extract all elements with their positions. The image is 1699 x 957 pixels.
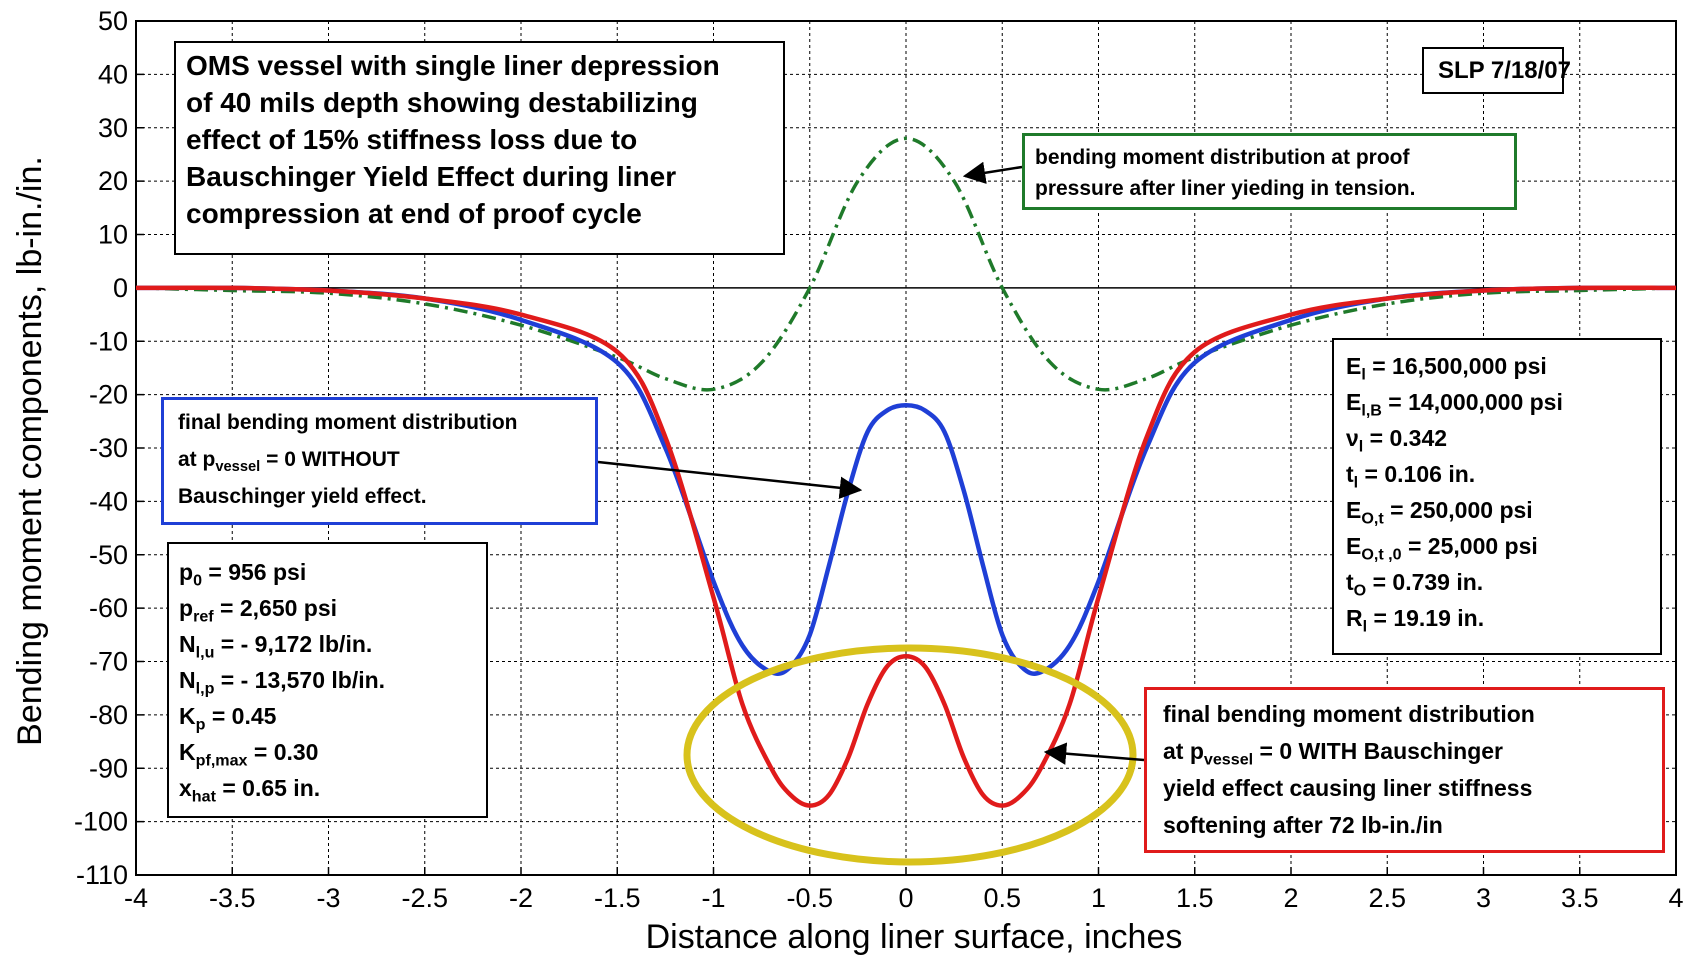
x-tick-label: -2 [509, 883, 533, 913]
x-tick-label: -1.5 [594, 883, 641, 913]
y-tick-label: 50 [98, 6, 128, 36]
x-tick-label: 1.5 [1176, 883, 1214, 913]
y-tick-label: 20 [98, 166, 128, 196]
y-tick-label: -60 [89, 593, 128, 623]
y-tick-label: -40 [89, 486, 128, 516]
title-line: compression at end of proof cycle [186, 198, 642, 229]
y-tick-label: -10 [89, 326, 128, 356]
param-row: Nl,p = - 13,570 lb/in. [179, 667, 386, 698]
with-bauschinger-annotation: final bending moment distribution at pve… [1144, 687, 1665, 853]
x-tick-label: 3.5 [1561, 883, 1599, 913]
title-line: Bauschinger Yield Effect during liner [186, 161, 677, 192]
x-tick-label: -3 [316, 883, 340, 913]
title-annotation: OMS vessel with single liner depression … [174, 41, 785, 255]
y-tick-label: 40 [98, 59, 128, 89]
param-row: Kpf,max = 0.30 [179, 739, 319, 770]
y-tick-label: -50 [89, 540, 128, 570]
title-line: effect of 15% stiffness loss due to [186, 124, 638, 155]
red-line: at pvessel = 0 WITH Bauschinger [1163, 738, 1503, 769]
x-tick-label: 3 [1476, 883, 1491, 913]
y-tick-label: 0 [113, 273, 128, 303]
material-row: νl = 0.342 [1346, 425, 1448, 456]
y-tick-label: 30 [98, 113, 128, 143]
y-tick-label: 10 [98, 220, 128, 250]
x-tick-label: -1 [701, 883, 725, 913]
y-axis-label: Bending moment components, lb-in./in. [11, 156, 49, 746]
material-row: El = 16,500,000 psi [1346, 353, 1547, 384]
x-tick-label: 2 [1283, 883, 1298, 913]
x-tick-label: -2.5 [401, 883, 448, 913]
x-axis-label: Distance along liner surface, inches [646, 918, 1183, 956]
y-tick-label: -80 [89, 700, 128, 730]
axes [135, 20, 1677, 876]
x-tick-label: -4 [124, 883, 148, 913]
y-tick-label: -100 [74, 807, 128, 837]
red-line: yield effect causing liner stiffness [1163, 775, 1533, 801]
plot-frame [135, 20, 1677, 876]
param-row: Kp = 0.45 [179, 703, 277, 734]
param-row: Nl,u = - 9,172 lb/in. [179, 631, 373, 662]
y-tick-label: -20 [89, 380, 128, 410]
red-line: softening after 72 lb-in./in [1163, 812, 1443, 838]
red-arrow [1043, 742, 1145, 765]
y-tick-label: -90 [89, 753, 128, 783]
proof-arrow [962, 161, 1023, 184]
without-bauschinger-annotation: final bending moment distribution at pve… [161, 397, 598, 525]
proof-pressure-annotation: bending moment distribution at proof pre… [1022, 133, 1517, 210]
material-row: EO,t ,0 = 25,000 psi [1346, 533, 1538, 564]
title-line: of 40 mils depth showing destabilizing [186, 87, 698, 118]
param-row: pref = 2,650 psi [179, 595, 338, 626]
red-line: final bending moment distribution [1163, 701, 1535, 727]
blue-line: at pvessel = 0 WITHOUT [178, 448, 400, 476]
title-line: OMS vessel with single liner depression [186, 50, 720, 81]
with-bauschinger-series [135, 285, 1677, 808]
y-tick-label: -110 [76, 860, 128, 890]
x-tick-label: 0 [898, 883, 913, 913]
author-date-label: SLP 7/18/07 [1422, 47, 1571, 94]
author-date-text: SLP 7/18/07 [1438, 57, 1571, 84]
load-parameters-box: p0 = 956 psi pref = 2,650 psi Nl,u = - 9… [167, 542, 488, 818]
blue-line: Bauschinger yield effect. [178, 485, 427, 508]
blue-arrow [597, 460, 863, 500]
y-tick-label: -30 [89, 433, 128, 463]
material-row: tl = 0.106 in. [1346, 461, 1476, 492]
x-tick-label: 2.5 [1368, 883, 1406, 913]
x-tick-label: -3.5 [209, 883, 256, 913]
proof-line: bending moment distribution at proof [1035, 146, 1410, 169]
tick-labels: -4 -3.5 -3 -2.5 -2 -1.5 -1 -0.5 0 0.5 1 1.5 2 2.5 3 3.5… [74, 6, 1684, 913]
without-bauschinger-series [135, 285, 1677, 676]
x-tick-label: 0.5 [983, 883, 1021, 913]
proof-pressure-series [135, 136, 1677, 392]
blue-line: final bending moment distribution [178, 411, 518, 434]
material-row: El,B = 14,000,000 psi [1346, 389, 1563, 420]
y-tick-label: -70 [89, 647, 128, 677]
highlight-ellipse [683, 644, 1137, 866]
param-row: xhat = 0.65 in. [179, 775, 321, 806]
x-tick-label: -0.5 [786, 883, 833, 913]
data-series [135, 136, 1677, 808]
proof-line: pressure after liner yieding in tension. [1035, 177, 1416, 200]
x-tick-label: 1 [1091, 883, 1106, 913]
material-properties-box: El = 16,500,000 psi El,B = 14,000,000 ps… [1332, 338, 1662, 655]
material-row: tO = 0.739 in. [1346, 569, 1484, 600]
param-row: p0 = 956 psi [179, 559, 307, 590]
x-tick-label: 4 [1668, 883, 1683, 913]
material-row: Rl = 19.19 in. [1346, 605, 1485, 636]
material-row: EO,t = 250,000 psi [1346, 497, 1533, 528]
